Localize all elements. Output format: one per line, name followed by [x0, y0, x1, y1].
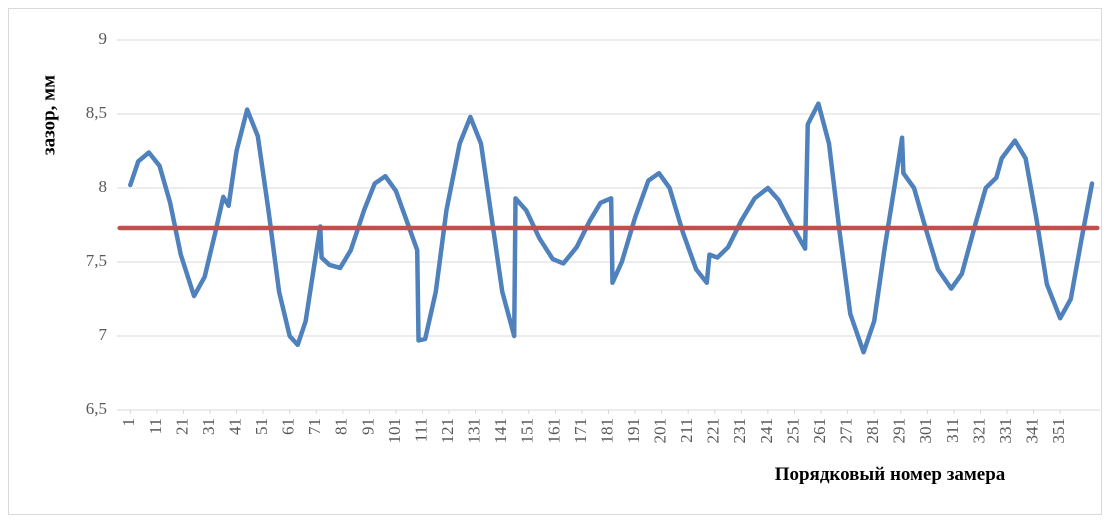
x-axis-title: Порядковый номер замера — [775, 464, 1006, 485]
x-tick-label: 351 — [1049, 418, 1068, 444]
x-tick-label: 231 — [730, 418, 749, 444]
x-tick-label: 291 — [890, 418, 909, 444]
x-tick-label: 321 — [969, 418, 988, 444]
x-tick-label: 91 — [358, 418, 377, 435]
x-tick-label: 171 — [571, 418, 590, 444]
x-tick-label: 81 — [332, 418, 351, 435]
x-tick-label: 341 — [1022, 418, 1041, 444]
x-tick-label: 71 — [305, 418, 324, 435]
x-tick-label: 1 — [119, 418, 138, 427]
x-tick-label: 281 — [863, 418, 882, 444]
x-tick-label: 201 — [651, 418, 670, 444]
x-tick-label: 221 — [704, 418, 723, 444]
x-tick-label: 141 — [491, 418, 510, 444]
x-tick-label: 251 — [783, 418, 802, 444]
x-tick-label: 311 — [943, 418, 962, 443]
x-tick-label: 51 — [252, 418, 271, 435]
x-tick-label: 181 — [597, 418, 616, 444]
x-tick-label: 61 — [279, 418, 298, 435]
x-tick-label: 31 — [199, 418, 218, 435]
y-tick-label: 7,5 — [86, 251, 107, 270]
series-line — [128, 101, 1095, 355]
x-tick-label: 121 — [438, 418, 457, 444]
x-tick-label: 111 — [411, 418, 430, 442]
y-tick-label: 8,5 — [86, 103, 107, 122]
x-tick-label: 41 — [225, 418, 244, 435]
x-tick-label: 21 — [172, 418, 191, 435]
x-tick-label: 211 — [677, 418, 696, 443]
y-tick-label: 6,5 — [86, 399, 107, 418]
y-tick-label: 7 — [99, 325, 108, 344]
x-tick-label: 331 — [996, 418, 1015, 444]
x-tick-label: 271 — [837, 418, 856, 444]
x-tick-label: 161 — [544, 418, 563, 444]
x-tick-label: 301 — [916, 418, 935, 444]
chart-border — [8, 8, 1102, 515]
x-tick-label: 101 — [385, 418, 404, 444]
x-tick-label: 151 — [518, 418, 537, 444]
x-tick-label: 191 — [624, 418, 643, 444]
x-tick-label: 261 — [810, 418, 829, 444]
x-tick-label: 131 — [465, 418, 484, 444]
y-tick-label: 9 — [99, 29, 108, 48]
x-tick-label: 11 — [146, 418, 165, 434]
y-axis-title: зазор, мм — [38, 75, 59, 155]
y-tick-label: 8 — [99, 177, 108, 196]
x-tick-label: 241 — [757, 418, 776, 444]
